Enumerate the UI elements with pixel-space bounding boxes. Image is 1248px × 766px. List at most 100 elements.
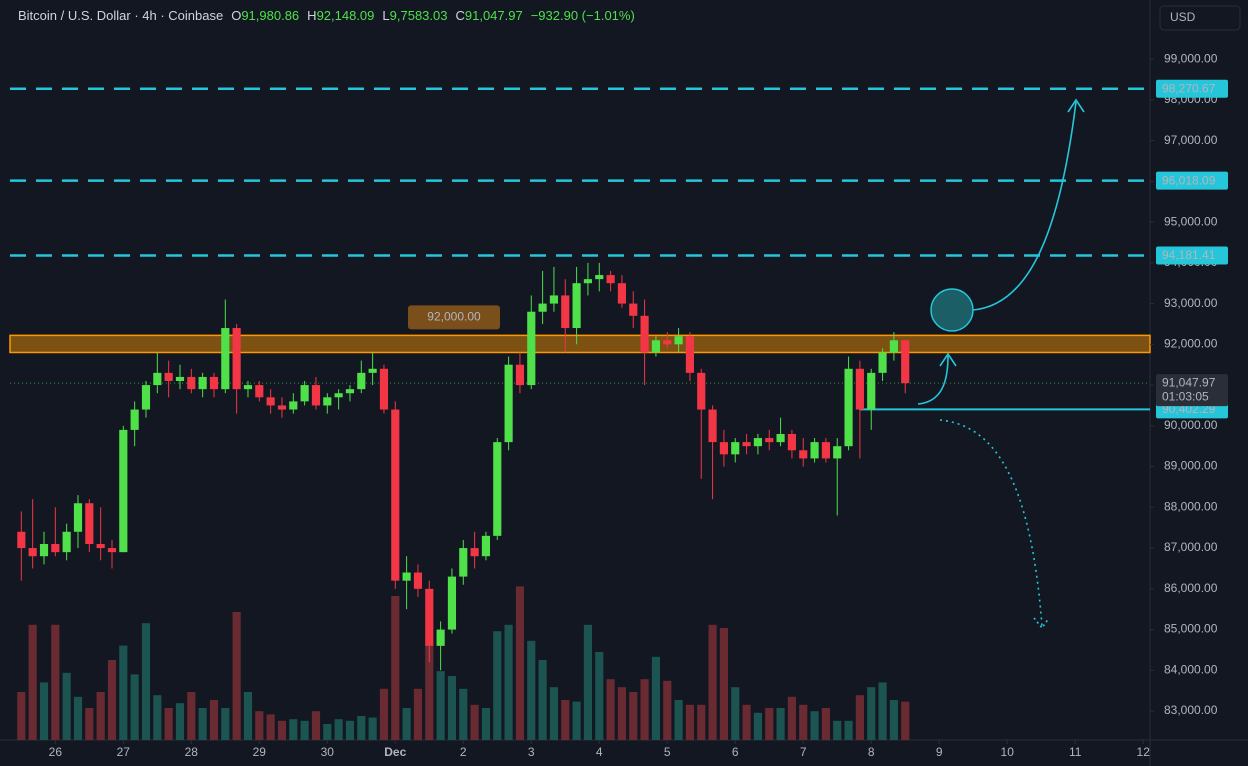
candle-body <box>901 340 910 384</box>
candle-body <box>391 409 400 581</box>
candle-body <box>515 364 525 386</box>
volume-bar <box>889 700 898 740</box>
y-tick-label: 92,000.00 <box>1164 337 1218 351</box>
volume-bar <box>549 687 559 740</box>
volume-bar <box>776 708 785 740</box>
ohlc-key: C <box>455 8 464 23</box>
arrow-down-dotted <box>939 419 1043 627</box>
ohlc-value: 92,148.09 <box>317 8 375 23</box>
volume-bar <box>481 708 491 740</box>
candle-body <box>51 543 60 553</box>
candle-body <box>39 543 49 557</box>
candle-body <box>164 372 173 382</box>
volume-bar <box>708 624 717 740</box>
y-tick-label: 88,000.00 <box>1164 499 1218 513</box>
volume-bar <box>787 696 796 740</box>
volume-bar <box>289 719 298 740</box>
candle-body <box>731 442 740 455</box>
x-tick-label: 28 <box>185 745 199 759</box>
volume-bar <box>742 704 751 740</box>
volume-bar <box>855 695 864 740</box>
volume-bar <box>629 692 638 740</box>
arrow-head <box>1067 98 1085 113</box>
candle-body <box>255 385 264 398</box>
candle-body <box>209 376 219 390</box>
volume-bar <box>73 696 83 740</box>
x-tick-label: 2 <box>460 745 467 759</box>
x-tick-label: 8 <box>868 745 875 759</box>
symbol: Bitcoin / U.S. Dollar · 4h · Coinbase <box>18 8 223 23</box>
volume-bar <box>538 660 547 740</box>
candle-body <box>867 372 876 410</box>
candle-body <box>459 548 468 577</box>
currency-button[interactable] <box>1159 5 1241 31</box>
y-tick-label: 86,000.00 <box>1164 581 1218 595</box>
volume-bar <box>753 712 762 740</box>
candle-body <box>447 576 457 630</box>
ohlc-key: H <box>307 8 316 23</box>
arrow-up-short <box>917 355 949 405</box>
volume-bar <box>765 708 774 740</box>
volume-bar <box>17 692 26 740</box>
x-tick-label: 3 <box>528 745 535 759</box>
candle-body <box>425 588 434 646</box>
candle-body <box>17 531 26 549</box>
volume-bar <box>323 724 332 740</box>
x-tick-label: 7 <box>800 745 807 759</box>
volume-bar <box>810 711 819 740</box>
resistance-zone <box>9 334 1151 354</box>
volume-bar <box>209 700 219 740</box>
x-tick-label: 12 <box>1137 745 1151 759</box>
y-tick-label: 83,000.00 <box>1164 703 1218 717</box>
volume-bar <box>833 720 842 740</box>
candle-body <box>481 535 491 557</box>
x-tick-label: 30 <box>321 745 335 759</box>
candle-body <box>549 295 559 304</box>
volume-bar <box>561 700 570 740</box>
candle-body <box>96 543 105 549</box>
volume-bar <box>674 700 683 740</box>
y-tick-label: 84,000.00 <box>1164 662 1218 676</box>
volume-bar <box>606 679 615 740</box>
candle-body <box>221 328 230 390</box>
candle-body <box>527 311 536 386</box>
y-tick-label: 90,000.00 <box>1164 418 1218 432</box>
volume-bar <box>130 674 139 740</box>
candle-body <box>561 295 570 329</box>
candle-body <box>493 442 502 536</box>
y-tick-label: 97,000.00 <box>1164 133 1218 147</box>
price-tag <box>1156 79 1228 98</box>
candle-body <box>107 548 117 553</box>
candle-body <box>119 429 128 553</box>
x-tick-label: 6 <box>732 745 739 759</box>
candle-body <box>889 340 898 353</box>
x-tick-label: 27 <box>117 745 131 759</box>
y-tick-label: 89,000.00 <box>1164 459 1218 473</box>
candle-body <box>538 303 547 312</box>
volume-bar <box>39 682 49 740</box>
volume-bar <box>697 704 706 740</box>
candle-body <box>198 376 207 390</box>
candle-body <box>878 352 887 373</box>
price-tag <box>1156 171 1228 190</box>
volume-bar <box>436 671 445 740</box>
x-tick-label: Dec <box>384 745 406 759</box>
volume-bar <box>311 711 321 740</box>
y-tick-label: 85,000.00 <box>1164 622 1218 636</box>
candle-body <box>345 389 355 394</box>
volume-bar <box>459 688 468 740</box>
candle-body <box>323 397 332 406</box>
candle-body <box>674 336 683 345</box>
candle-body <box>368 368 377 373</box>
candle-body <box>470 548 479 557</box>
candle-body <box>640 315 649 353</box>
volume-bar <box>901 701 910 740</box>
volume-bar <box>164 708 173 740</box>
ohlc-key: L <box>382 8 389 23</box>
candle-body <box>232 328 241 390</box>
countdown: 01:03:05 <box>1162 389 1209 403</box>
candle-body <box>243 385 253 390</box>
volume-bar <box>844 720 853 740</box>
candle-body <box>300 385 309 402</box>
